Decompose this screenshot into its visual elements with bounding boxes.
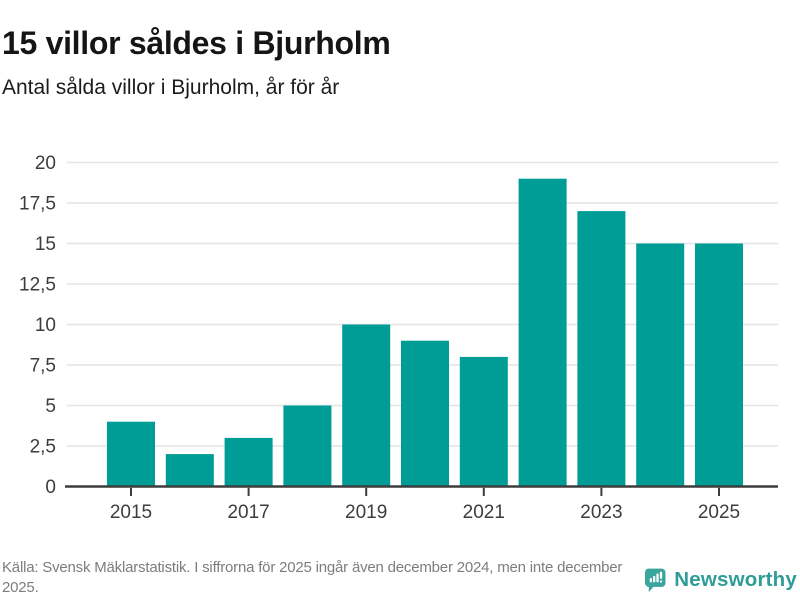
y-tick-label: 20	[35, 153, 56, 174]
bar-2021	[459, 356, 508, 487]
x-axis-labels: 2015 2017 2019 2021 2023 2025	[110, 502, 740, 523]
x-tick-label: 2017	[227, 502, 269, 523]
y-tick-label: 7,5	[30, 356, 56, 377]
y-tick-label: 15	[35, 234, 56, 255]
bar-2019	[342, 324, 391, 487]
chart-title: 15 villor såldes i Bjurholm	[2, 25, 391, 62]
bar-2024	[636, 243, 685, 487]
x-tick-label: 2025	[698, 502, 740, 523]
exclamation-dot	[659, 580, 663, 583]
bar-2020	[401, 340, 449, 487]
bar-2015	[107, 421, 155, 487]
newsworthy-logo-text: Newsworthy	[674, 568, 797, 591]
bar-chart: 0 2,5 5 7,5 10 12,5 15 17,5 20 2015 2017 2019 2021 20…	[0, 140, 800, 535]
x-tick-label: 2021	[463, 502, 505, 523]
y-tick-label: 0	[45, 477, 56, 498]
x-tick-label: 2023	[580, 502, 622, 523]
x-axis-ticks	[130, 487, 720, 496]
bar-2017	[224, 437, 273, 487]
exclamation-stem	[659, 571, 663, 579]
bars	[107, 178, 743, 487]
bar-2023	[577, 211, 626, 487]
newsworthy-speech-bubble-icon	[645, 568, 666, 593]
y-tick-label: 17,5	[19, 194, 56, 215]
bar-2025	[695, 243, 743, 487]
mini-bar-chart-glyph	[649, 571, 663, 583]
bar-2022	[518, 178, 567, 487]
y-tick-label: 5	[45, 396, 56, 417]
y-tick-label: 2,5	[30, 437, 56, 458]
bar-2016	[165, 454, 214, 487]
y-tick-label: 12,5	[19, 275, 56, 296]
x-tick-label: 2019	[345, 502, 387, 523]
source-note: Källa: Svensk Mäklarstatistik. I siffror…	[2, 559, 623, 596]
y-tick-label: 10	[35, 315, 56, 336]
chart-subtitle: Antal sålda villor i Bjurholm, år för år	[2, 76, 340, 99]
bar-2018	[283, 405, 332, 487]
y-axis-labels: 0 2,5 5 7,5 10 12,5 15 17,5 20	[19, 153, 56, 498]
newsworthy-logo: Newsworthy	[645, 563, 797, 597]
x-tick-label: 2015	[110, 502, 152, 523]
